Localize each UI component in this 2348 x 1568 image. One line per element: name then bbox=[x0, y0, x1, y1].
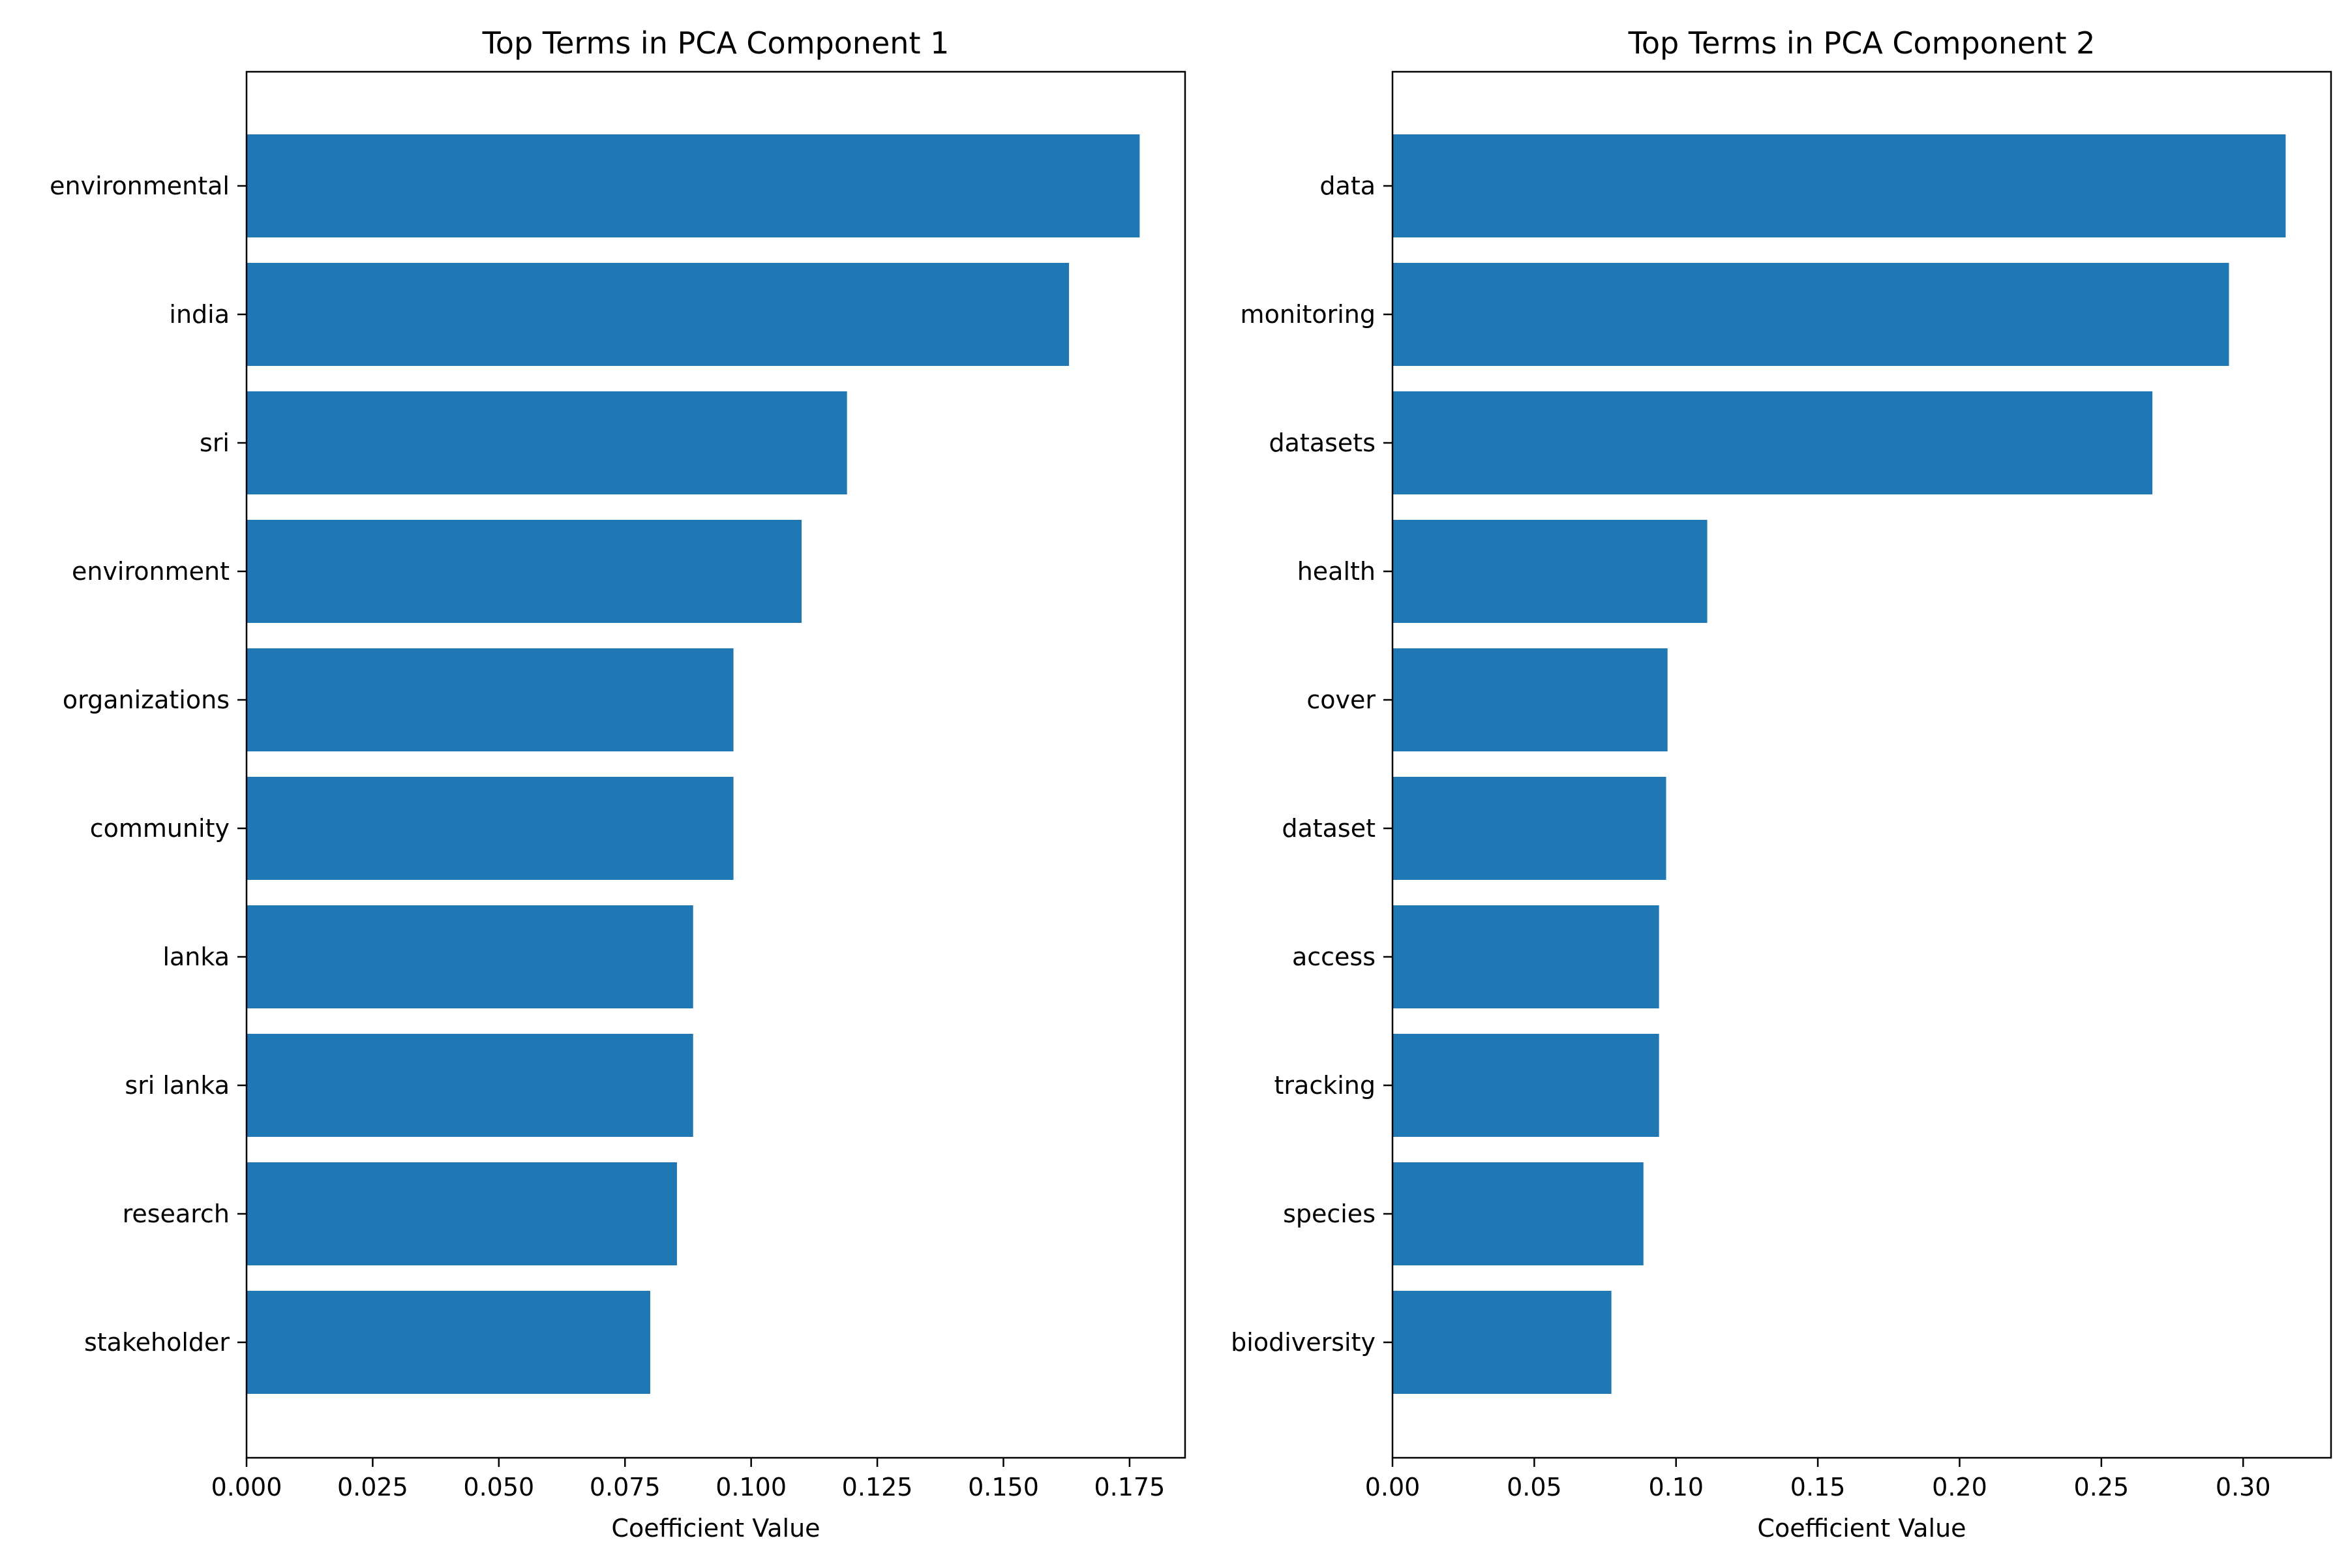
chart-1-xtick-label-4: 0.075 bbox=[590, 1473, 661, 1501]
chart-1-category-label-2: india bbox=[169, 300, 230, 329]
chart-2-xtick-label-6: 0.25 bbox=[2074, 1473, 2130, 1501]
chart-1-bar-5 bbox=[247, 648, 734, 751]
chart-1-bar-4 bbox=[247, 520, 802, 623]
chart-1-bar-1 bbox=[247, 134, 1140, 237]
chart-1-xtick-label-5: 0.100 bbox=[715, 1473, 787, 1501]
chart-1-bar-9 bbox=[247, 1162, 677, 1265]
chart-1-category-label-6: community bbox=[90, 814, 230, 843]
chart-1-axes-frame bbox=[245, 70, 1186, 1459]
chart-2-axes-frame bbox=[1391, 70, 2332, 1459]
chart-1-category-label-5: organizations bbox=[63, 686, 230, 714]
chart-2-category-label-3: datasets bbox=[1269, 429, 1376, 457]
chart-1-category-label-8: sri lanka bbox=[125, 1071, 230, 1100]
chart-1-bar-3 bbox=[247, 391, 847, 494]
chart-2-category-label-8: tracking bbox=[1274, 1071, 1376, 1100]
chart-2-category-label-5: cover bbox=[1306, 686, 1376, 714]
chart-2-category-label-4: health bbox=[1297, 557, 1376, 586]
chart-1-xtick-label-3: 0.050 bbox=[463, 1473, 534, 1501]
chart-2-bar-10 bbox=[1392, 1291, 1612, 1394]
chart-2-category-label-10: biodiversity bbox=[1231, 1328, 1376, 1357]
chart-2-xtick-label-3: 0.10 bbox=[1648, 1473, 1704, 1501]
chart-1-xtick-label-7: 0.150 bbox=[968, 1473, 1039, 1501]
chart-2-bar-1 bbox=[1392, 134, 2286, 237]
chart-1-bar-10 bbox=[247, 1291, 650, 1394]
chart-1-bar-2 bbox=[247, 263, 1070, 366]
chart-1-title: Top Terms in PCA Component 1 bbox=[482, 25, 950, 61]
chart-2-bar-6 bbox=[1392, 777, 1666, 880]
chart-2-bar-3 bbox=[1392, 391, 2153, 494]
chart-1-category-label-3: sri bbox=[200, 429, 230, 457]
chart-2-bar-5 bbox=[1392, 648, 1668, 751]
chart-1-xtick-label-2: 0.025 bbox=[337, 1473, 408, 1501]
chart-2-bar-7 bbox=[1392, 905, 1659, 1008]
chart-2-category-label-7: access bbox=[1292, 942, 1376, 971]
chart-1-category-label-1: environmental bbox=[50, 172, 230, 200]
chart-1-xaxis-label: Coefficient Value bbox=[611, 1514, 820, 1543]
chart-2-xtick-label-7: 0.30 bbox=[2216, 1473, 2271, 1501]
chart-2-group: data monitoring datasets health cover dataset… bbox=[1231, 25, 2332, 1543]
chart-2-xtick-label-1: 0.00 bbox=[1365, 1473, 1421, 1501]
chart-1-xtick-label-1: 0.000 bbox=[211, 1473, 282, 1501]
chart-1-category-label-7: lanka bbox=[162, 942, 230, 971]
chart-1-category-label-4: environment bbox=[72, 557, 230, 586]
chart-1-xtick-label-8: 0.175 bbox=[1094, 1473, 1165, 1501]
chart-2-bar-8 bbox=[1392, 1034, 1659, 1137]
chart-2-xtick-label-5: 0.20 bbox=[1932, 1473, 1987, 1501]
chart-2-bar-4 bbox=[1392, 520, 1708, 623]
chart-1-bar-6 bbox=[247, 777, 734, 880]
chart-1-xtick-label-6: 0.125 bbox=[842, 1473, 913, 1501]
chart-1-category-label-9: research bbox=[123, 1199, 230, 1228]
chart-2-xtick-label-4: 0.15 bbox=[1790, 1473, 1846, 1501]
chart-1-bar-8 bbox=[247, 1034, 693, 1137]
chart-2-xaxis-label: Coefficient Value bbox=[1757, 1514, 1966, 1543]
chart-2-category-label-1: data bbox=[1319, 172, 1376, 200]
chart-2-category-label-9: species bbox=[1283, 1199, 1376, 1228]
chart-2-bar-2 bbox=[1392, 263, 2229, 366]
chart-2-bar-9 bbox=[1392, 1162, 1644, 1265]
chart-1-bar-7 bbox=[247, 905, 693, 1008]
chart-2-title: Top Terms in PCA Component 2 bbox=[1628, 25, 2096, 61]
chart-1-category-label-10: stakeholder bbox=[84, 1328, 230, 1357]
chart-2-category-label-2: monitoring bbox=[1241, 300, 1376, 329]
chart-2-category-label-6: dataset bbox=[1282, 814, 1376, 843]
chart-1-group: environmental india sri environment organiza… bbox=[50, 25, 1186, 1543]
chart-2-xtick-label-2: 0.05 bbox=[1507, 1473, 1562, 1501]
